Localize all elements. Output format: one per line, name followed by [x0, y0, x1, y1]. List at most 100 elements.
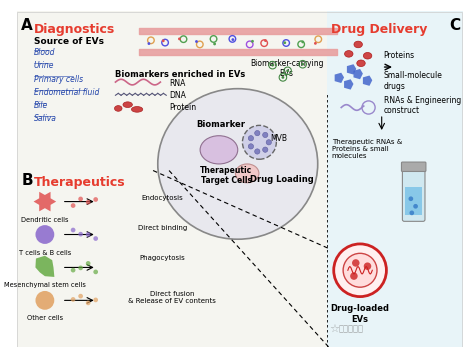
Polygon shape	[335, 73, 344, 83]
Text: Drug Delivery: Drug Delivery	[331, 23, 427, 36]
Text: MVB: MVB	[271, 134, 288, 143]
Text: RNA: RNA	[169, 78, 185, 88]
FancyBboxPatch shape	[401, 162, 426, 171]
Circle shape	[314, 42, 317, 45]
Circle shape	[178, 38, 181, 40]
Circle shape	[243, 125, 276, 159]
Circle shape	[86, 261, 91, 266]
Circle shape	[93, 270, 98, 274]
Text: 凯莱英药闻: 凯莱英药闻	[338, 324, 364, 333]
Text: B: B	[21, 173, 33, 188]
Circle shape	[334, 244, 386, 297]
Circle shape	[248, 136, 254, 141]
Circle shape	[78, 232, 83, 237]
Circle shape	[71, 228, 75, 232]
Circle shape	[93, 236, 98, 241]
Text: Mesenchymal stem cells: Mesenchymal stem cells	[4, 282, 86, 289]
Text: Primary cells: Primary cells	[34, 74, 82, 83]
Circle shape	[263, 132, 268, 137]
Circle shape	[93, 297, 98, 302]
Circle shape	[413, 204, 418, 209]
Circle shape	[251, 40, 254, 43]
Circle shape	[266, 140, 272, 145]
Circle shape	[409, 197, 413, 201]
Text: Endometrial fluid: Endometrial fluid	[34, 88, 99, 97]
Circle shape	[36, 225, 55, 244]
Polygon shape	[354, 69, 363, 79]
Text: Source of EVs: Source of EVs	[34, 37, 104, 46]
Text: Other cells: Other cells	[27, 315, 63, 321]
Text: RNAs & Engineering
construct: RNAs & Engineering construct	[383, 96, 461, 115]
FancyBboxPatch shape	[402, 169, 425, 221]
Circle shape	[78, 266, 83, 270]
Ellipse shape	[236, 164, 259, 183]
Circle shape	[86, 232, 91, 237]
Polygon shape	[344, 79, 354, 90]
Circle shape	[301, 63, 304, 66]
Circle shape	[286, 69, 289, 72]
Ellipse shape	[158, 89, 318, 239]
Circle shape	[410, 211, 414, 215]
Circle shape	[255, 131, 260, 136]
Circle shape	[282, 76, 284, 79]
Polygon shape	[34, 192, 56, 211]
Text: Proteins: Proteins	[383, 51, 415, 60]
Circle shape	[283, 41, 286, 44]
Text: Biomarker: Biomarker	[196, 120, 246, 129]
Circle shape	[93, 197, 98, 202]
Ellipse shape	[354, 41, 363, 48]
Circle shape	[343, 253, 377, 287]
Ellipse shape	[115, 106, 122, 111]
Text: Small-molecule
drugs: Small-molecule drugs	[383, 72, 442, 91]
Circle shape	[162, 39, 164, 42]
Ellipse shape	[200, 136, 238, 164]
Text: A: A	[21, 18, 33, 33]
Text: ☆: ☆	[329, 323, 339, 333]
Circle shape	[78, 294, 83, 299]
Circle shape	[71, 268, 75, 272]
Text: Saliva: Saliva	[34, 114, 56, 123]
Ellipse shape	[123, 102, 132, 107]
Circle shape	[263, 147, 268, 152]
Circle shape	[36, 291, 55, 310]
Circle shape	[86, 200, 91, 204]
Text: Blood: Blood	[34, 48, 55, 57]
Text: Direct fusion
& Release of EV contents: Direct fusion & Release of EV contents	[128, 291, 216, 304]
Text: Dendritic cells: Dendritic cells	[21, 217, 69, 223]
Ellipse shape	[345, 50, 353, 57]
Circle shape	[78, 197, 83, 201]
Circle shape	[271, 64, 274, 67]
Text: Direct binding: Direct binding	[138, 225, 187, 231]
Circle shape	[195, 40, 198, 43]
Ellipse shape	[131, 107, 143, 112]
Text: Therapeutic RNAs &
Proteins & small
molecules: Therapeutic RNAs & Proteins & small mole…	[332, 139, 402, 159]
FancyBboxPatch shape	[17, 11, 327, 347]
Circle shape	[264, 39, 267, 42]
Circle shape	[147, 42, 150, 45]
Circle shape	[255, 149, 260, 154]
Text: Bile: Bile	[34, 101, 48, 110]
Text: Drug-loaded
EVs: Drug-loaded EVs	[330, 304, 390, 324]
Text: C: C	[449, 18, 461, 33]
Circle shape	[248, 144, 254, 149]
Circle shape	[301, 40, 304, 43]
Circle shape	[71, 297, 75, 302]
Text: Urine: Urine	[34, 61, 54, 71]
Text: Biomarker-carrying
EVs: Biomarker-carrying EVs	[250, 59, 323, 78]
Circle shape	[213, 43, 216, 45]
Text: DNA: DNA	[169, 91, 186, 100]
Polygon shape	[363, 76, 372, 86]
Text: T cells & B cells: T cells & B cells	[19, 250, 71, 256]
Circle shape	[352, 259, 360, 267]
Text: Drug Loading: Drug Loading	[250, 175, 314, 184]
Circle shape	[71, 203, 75, 208]
Circle shape	[231, 38, 234, 41]
Text: Protein: Protein	[169, 103, 196, 112]
Circle shape	[364, 262, 371, 270]
Circle shape	[350, 272, 358, 280]
Text: Therapeutic
Target Cells: Therapeutic Target Cells	[201, 165, 253, 185]
Polygon shape	[347, 64, 356, 74]
FancyBboxPatch shape	[327, 11, 463, 347]
Ellipse shape	[357, 60, 365, 67]
Text: Phagocytosis: Phagocytosis	[140, 255, 185, 261]
